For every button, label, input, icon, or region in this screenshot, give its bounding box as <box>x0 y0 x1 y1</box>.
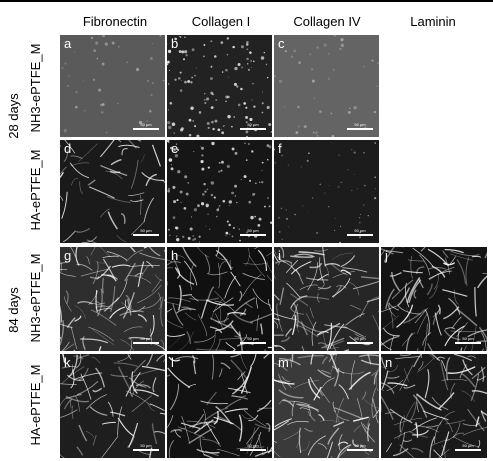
scale-bar <box>347 342 373 344</box>
scale-bar <box>133 449 159 451</box>
scale-bar <box>347 449 373 451</box>
scale-bar-label: 50 µm <box>247 228 259 233</box>
panel-m: m 50 µm <box>274 354 379 458</box>
scale-bar <box>133 234 159 236</box>
micrograph-texture <box>274 354 379 458</box>
row-label-ha-28: HA-ePTFE_M <box>28 149 43 231</box>
panel-letter: d <box>64 141 72 156</box>
scale-bar-label: 50 µm <box>247 336 259 341</box>
row-label-nh3-28: NH3-ePTFE_M <box>28 43 43 133</box>
scale-bar-label: 50 µm <box>140 228 152 233</box>
micrograph-texture <box>60 140 165 243</box>
micrograph-texture <box>381 354 487 458</box>
scale-bar <box>240 128 266 130</box>
panel-letter: a <box>64 36 72 51</box>
panel-n: n 50 µm <box>381 354 487 458</box>
panel-b: b 50 µm <box>167 35 272 137</box>
scale-bar-label: 50 µm <box>140 443 152 448</box>
micrograph-texture <box>60 354 165 458</box>
row-label-ha-84: HA-ePTFE_M <box>28 364 43 446</box>
panel-letter: n <box>385 355 393 370</box>
panel-letter: j <box>385 248 388 263</box>
scale-bar <box>455 449 481 451</box>
micrograph-texture <box>274 142 377 243</box>
row-label-nh3-84: NH3-ePTFE_M <box>28 253 43 343</box>
column-header-collagen-i: Collagen I <box>191 14 251 29</box>
micrograph-texture <box>167 247 272 351</box>
panel-letter: b <box>171 36 179 51</box>
panel-letter: g <box>64 248 72 263</box>
panel-letter: m <box>278 355 289 370</box>
column-header-fibronectin: Fibronectin <box>82 14 148 29</box>
scale-bar <box>240 234 266 236</box>
scale-bar <box>240 449 266 451</box>
scale-bar <box>133 342 159 344</box>
panel-f: f 50 µm <box>274 140 379 243</box>
top-rule <box>0 0 493 2</box>
column-header-collagen-iv: Collagen IV <box>293 14 361 29</box>
panel-l: l 50 µm <box>167 354 272 458</box>
scale-bar <box>133 128 159 130</box>
column-header-laminin: Laminin <box>410 14 456 29</box>
panel-c: c 50 µm <box>274 35 379 137</box>
scale-bar <box>240 342 266 344</box>
micrograph-texture <box>381 247 487 351</box>
micrograph-texture <box>167 36 272 137</box>
panel-letter: c <box>278 36 285 51</box>
micrograph-texture <box>274 35 379 137</box>
panel-k: k 50 µm <box>60 354 165 458</box>
scale-bar <box>347 128 373 130</box>
micrograph-texture <box>167 354 272 458</box>
group-label-84-days: 84 days <box>6 287 21 333</box>
panel-j: j 50 µm <box>381 247 487 351</box>
panel-letter: i <box>278 248 281 263</box>
scale-bar-label: 50 µm <box>140 122 152 127</box>
panel-d: d 50 µm <box>60 140 165 243</box>
panel-letter: h <box>171 248 179 263</box>
panel-letter: l <box>171 355 174 370</box>
micrograph-texture <box>167 140 272 243</box>
scale-bar <box>347 234 373 236</box>
panel-i: i 50 µm <box>274 247 379 351</box>
scale-bar-label: 50 µm <box>140 336 152 341</box>
scale-bar-label: 50 µm <box>247 122 259 127</box>
panel-letter: f <box>278 141 282 156</box>
panel-e: e 50 µm <box>167 140 272 243</box>
group-label-28-days: 28 days <box>6 93 21 139</box>
panel-h: h 50 µm <box>167 247 272 351</box>
panel-g: g 50 µm <box>60 247 165 351</box>
micrograph-texture <box>61 35 165 134</box>
micrograph-texture <box>274 247 379 351</box>
scale-bar-label: 50 µm <box>462 443 474 448</box>
panel-letter: k <box>64 355 71 370</box>
scale-bar-label: 50 µm <box>462 336 474 341</box>
panel-letter: e <box>171 141 179 156</box>
scale-bar-label: 50 µm <box>247 443 259 448</box>
scale-bar-label: 50 µm <box>354 443 366 448</box>
scale-bar-label: 50 µm <box>354 122 366 127</box>
scale-bar <box>455 342 481 344</box>
panel-a: a 50 µm <box>60 35 165 137</box>
scale-bar-label: 50 µm <box>354 336 366 341</box>
micrograph-texture <box>60 247 165 351</box>
scale-bar-label: 50 µm <box>354 228 366 233</box>
